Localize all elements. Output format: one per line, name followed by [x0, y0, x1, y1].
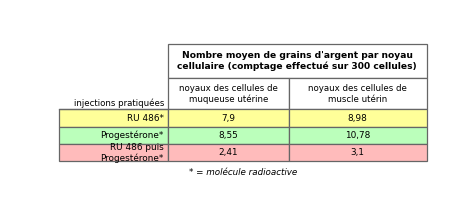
Text: RU 486*: RU 486* [127, 114, 164, 123]
Bar [168, 78, 289, 109]
Text: noyaux des cellules de
muscle utérin: noyaux des cellules de muscle utérin [308, 84, 407, 104]
Bar [59, 144, 168, 161]
Bar [168, 144, 289, 161]
Text: Progestérone*: Progestérone* [100, 131, 164, 140]
Text: 7,9: 7,9 [221, 114, 235, 123]
Text: 8,55: 8,55 [219, 131, 238, 140]
Bar [289, 144, 427, 161]
Text: 8,98: 8,98 [348, 114, 368, 123]
Text: injections pratiquées: injections pratiquées [73, 98, 164, 108]
Bar [289, 127, 427, 144]
Bar [168, 44, 427, 78]
Bar [289, 78, 427, 109]
Bar [289, 109, 427, 127]
Text: * = molécule radioactive: * = molécule radioactive [189, 168, 297, 177]
Bar [168, 127, 289, 144]
Bar [59, 109, 168, 127]
Text: 2,41: 2,41 [219, 148, 238, 157]
Text: noyaux des cellules de
muqueuse utérine: noyaux des cellules de muqueuse utérine [179, 84, 278, 104]
Text: 10,78: 10,78 [345, 131, 370, 140]
Text: 3,1: 3,1 [351, 148, 365, 157]
Bar [59, 127, 168, 144]
Text: RU 486 puis
Progestérone*: RU 486 puis Progestérone* [100, 143, 164, 163]
Bar [168, 109, 289, 127]
Text: Nombre moyen de grains d'argent par noyau
cellulaire (comptage effectué sur 300 : Nombre moyen de grains d'argent par noya… [177, 51, 417, 71]
